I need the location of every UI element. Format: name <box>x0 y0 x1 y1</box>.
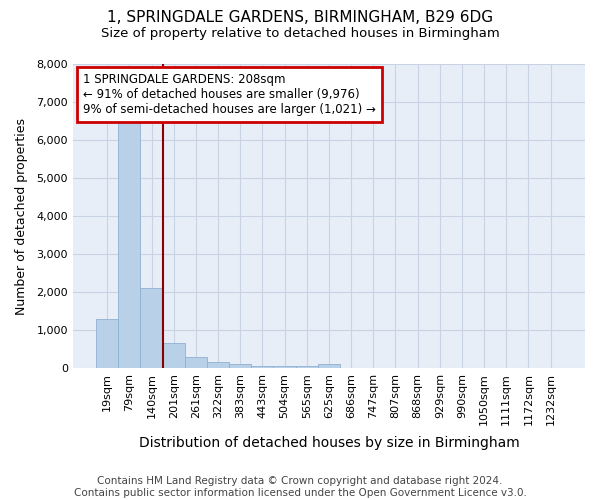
Bar <box>163 344 185 368</box>
Bar <box>274 366 296 368</box>
Bar <box>229 364 251 368</box>
Bar <box>251 366 274 368</box>
Text: 1 SPRINGDALE GARDENS: 208sqm
← 91% of detached houses are smaller (9,976)
9% of : 1 SPRINGDALE GARDENS: 208sqm ← 91% of de… <box>83 73 376 116</box>
Bar <box>96 318 118 368</box>
Bar <box>296 366 318 368</box>
Bar <box>185 356 207 368</box>
X-axis label: Distribution of detached houses by size in Birmingham: Distribution of detached houses by size … <box>139 436 519 450</box>
Bar <box>118 117 140 368</box>
Text: Size of property relative to detached houses in Birmingham: Size of property relative to detached ho… <box>101 28 499 40</box>
Bar <box>140 288 163 368</box>
Text: Contains HM Land Registry data © Crown copyright and database right 2024.
Contai: Contains HM Land Registry data © Crown c… <box>74 476 526 498</box>
Text: 1, SPRINGDALE GARDENS, BIRMINGHAM, B29 6DG: 1, SPRINGDALE GARDENS, BIRMINGHAM, B29 6… <box>107 10 493 25</box>
Bar <box>207 362 229 368</box>
Y-axis label: Number of detached properties: Number of detached properties <box>15 118 28 314</box>
Bar <box>318 364 340 368</box>
